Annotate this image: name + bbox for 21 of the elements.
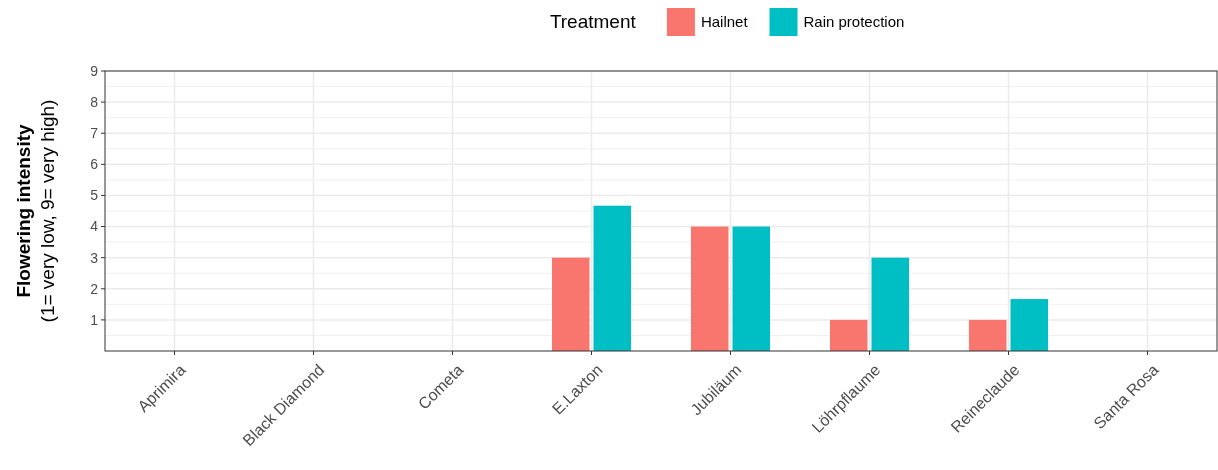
bar xyxy=(593,205,632,351)
legend-label: Hailnet xyxy=(700,13,749,30)
bar xyxy=(690,226,729,351)
bar xyxy=(871,257,910,351)
bar xyxy=(829,319,868,351)
y-tick-label: 8 xyxy=(90,94,99,111)
bar xyxy=(732,226,771,351)
bar xyxy=(1010,299,1049,351)
legend-title: Treatment xyxy=(549,11,637,32)
y-tick-label: 2 xyxy=(90,280,99,297)
legend-label: Rain protection xyxy=(803,13,905,30)
y-axis-title: Flowering intensity (1= very low, 9= very high) xyxy=(13,99,58,323)
y-tick-label: 3 xyxy=(90,249,99,266)
y-tick-label: 5 xyxy=(90,187,99,204)
y-tick-label: 7 xyxy=(90,125,99,142)
bar xyxy=(551,257,590,351)
y-tick-label: 6 xyxy=(90,156,99,173)
y-tick-label: 4 xyxy=(90,218,99,235)
y-tick-label: 9 xyxy=(90,62,99,79)
bar xyxy=(968,319,1007,351)
y-tick-label: 1 xyxy=(90,311,99,328)
